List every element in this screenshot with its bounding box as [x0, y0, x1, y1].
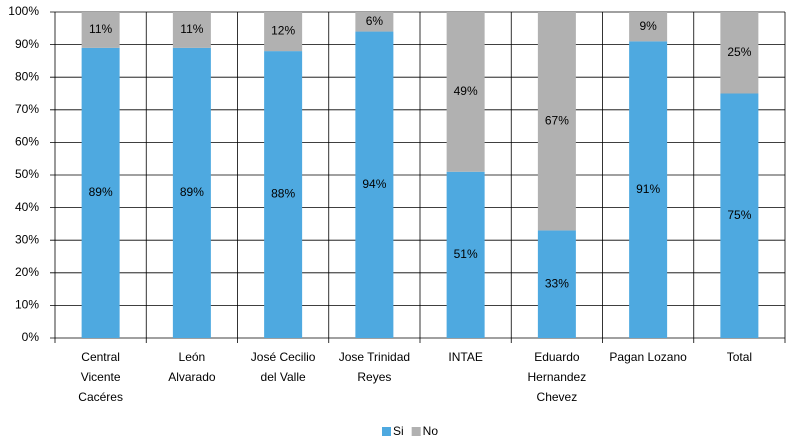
data-label: 25% [727, 45, 751, 59]
y-tick-label: 60% [15, 135, 39, 149]
legend-swatch [382, 427, 391, 436]
data-label: 67% [545, 113, 569, 127]
x-tick-label: Central Vicente Cacéres [78, 350, 123, 404]
legend-swatch [411, 427, 421, 436]
legend: Si No [382, 424, 438, 438]
data-label: 89% [180, 185, 204, 199]
y-tick-label: 10% [15, 298, 39, 312]
y-tick-label: 0% [22, 330, 40, 344]
data-label: 89% [89, 185, 113, 199]
data-label: 11% [89, 22, 112, 36]
data-label: 6% [366, 14, 384, 28]
data-label: 11% [180, 22, 203, 36]
bar-segment [446, 171, 485, 338]
x-tick-label: León Alvarado [168, 350, 216, 384]
y-tick-label: 80% [15, 69, 39, 83]
data-label: 88% [271, 187, 295, 201]
x-tick-label: Jose Trinidad Reyes [339, 350, 410, 384]
x-tick-label: INTAE [448, 350, 482, 364]
bar-segment [537, 230, 576, 338]
bar-segment [172, 47, 211, 339]
y-tick-label: 20% [15, 265, 39, 279]
data-label: 51% [454, 247, 478, 261]
x-tick-label: Total [727, 350, 752, 364]
bar-segment [172, 12, 211, 48]
bar-segment [629, 41, 668, 339]
data-label: 49% [454, 84, 478, 98]
legend-label: Si [393, 424, 404, 438]
y-tick-label: 70% [15, 102, 39, 116]
bar-segment [81, 12, 120, 48]
bar-segment [537, 12, 576, 231]
data-label: 94% [362, 177, 386, 191]
y-tick-label: 100% [8, 4, 39, 18]
bar-segment [355, 31, 394, 339]
y-tick-label: 30% [15, 232, 39, 246]
y-tick-label: 50% [15, 167, 39, 181]
bar-segment [264, 51, 303, 339]
data-label: 75% [727, 208, 751, 222]
bar-segment [720, 12, 759, 94]
data-label: 9% [639, 19, 657, 33]
bar-segment [446, 12, 485, 172]
x-tick-label: Eduardo Hernandez Chevez [528, 350, 587, 404]
bar-segment [81, 47, 120, 339]
y-tick-label: 40% [15, 200, 39, 214]
bar-segment [355, 12, 394, 32]
x-tick-label: José Cecilio del Valle [251, 350, 316, 384]
bar-segment [264, 12, 303, 52]
bar-segment [629, 12, 668, 42]
data-label: 91% [636, 182, 660, 196]
bar-segment [720, 93, 759, 338]
legend-label: No [423, 424, 439, 438]
y-tick-label: 90% [15, 37, 39, 51]
data-label: 33% [545, 276, 569, 290]
x-tick-label: Pagan Lozano [609, 350, 687, 364]
data-label: 12% [271, 24, 295, 38]
